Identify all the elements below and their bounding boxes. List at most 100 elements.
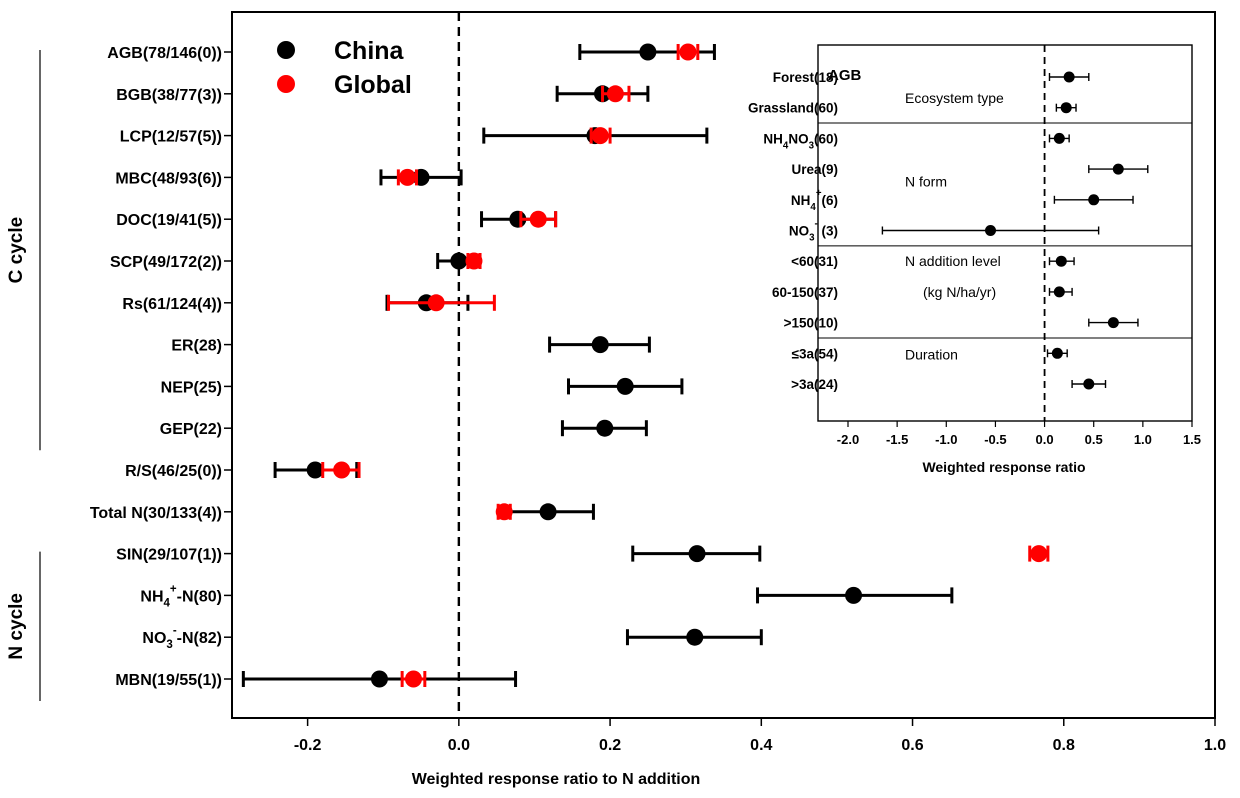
main-group-brackets: C cycle N cycle bbox=[6, 50, 41, 701]
main-global-mark-point bbox=[591, 127, 609, 145]
main-china-mark-point bbox=[688, 545, 706, 563]
main-category-labels: AGB(78/146(0)) BGB(38/77(3)) LCP(12/57(5))… bbox=[90, 45, 232, 689]
main-category-label: DOC(19/41(5)) bbox=[116, 212, 222, 229]
inset-category-label: 60-150(37) bbox=[772, 285, 838, 300]
main-chart: -0.2 0.0 0.2 0.4 0.6 0.8 1.0 Weighted response… bbox=[6, 11, 1226, 788]
main-category-label: SIN(29/107(1)) bbox=[116, 547, 222, 564]
main-x-tick-label: 0.0 bbox=[448, 737, 470, 754]
inset-data-marks bbox=[881, 45, 1149, 421]
inset-sections: Ecosystem type N form N addition level (kg … bbox=[818, 90, 1192, 362]
legend-marker-china bbox=[277, 41, 295, 59]
inset-chart: AGB -2.0 -1.5 -1.0 -0.5 0.0 0.5 1.0 1.5 Weighte… bbox=[748, 44, 1201, 475]
main-category-label: R/S(46/25(0)) bbox=[125, 463, 222, 480]
main-x-axis-label: Weighted response ratio to N addition bbox=[412, 771, 701, 788]
main-category-label: MBN(19/55(1)) bbox=[115, 672, 222, 689]
main-global-mark-point bbox=[679, 43, 697, 61]
inset-category-label-sub: 4 bbox=[810, 202, 816, 213]
inset-china-mark-point bbox=[1088, 194, 1100, 206]
main-x-tick-label: 0.6 bbox=[901, 737, 923, 754]
inset-background bbox=[818, 45, 1192, 421]
inset-section-label: Duration bbox=[905, 346, 958, 362]
inset-section-label: Ecosystem type bbox=[905, 90, 1004, 106]
main-global-mark-point bbox=[495, 503, 513, 521]
main-china-mark-point bbox=[616, 377, 634, 395]
main-category-label: AGB(78/146(0)) bbox=[107, 45, 222, 62]
inset-x-tick-label: -2.0 bbox=[837, 432, 859, 447]
main-china-mark-point bbox=[596, 419, 614, 437]
main-category-label: ER(28) bbox=[171, 338, 222, 355]
inset-x-axis: -2.0 -1.5 -1.0 -0.5 0.0 0.5 1.0 1.5 bbox=[837, 421, 1201, 447]
main-china-mark-point bbox=[845, 586, 863, 604]
main-category-label: Total N(30/133(4)) bbox=[90, 505, 222, 522]
inset-section-label: N form bbox=[905, 173, 947, 189]
main-category-label: BGB(38/77(3)) bbox=[116, 87, 222, 104]
inset-title: AGB bbox=[828, 67, 862, 84]
inset-section-sublabel: (kg N/ha/yr) bbox=[923, 284, 996, 300]
main-china-mark-point bbox=[450, 252, 468, 270]
main-x-tick-label: 0.8 bbox=[1053, 737, 1075, 754]
main-category-label: LCP(12/57(5)) bbox=[120, 129, 222, 146]
main-global-mark-point bbox=[1030, 545, 1048, 563]
inset-china-mark-point bbox=[1060, 102, 1072, 114]
inset-x-axis-label: Weighted response ratio bbox=[922, 459, 1085, 475]
main-category-label-sup: - bbox=[173, 625, 177, 637]
main-category-label: MBC(48/93(6)) bbox=[115, 170, 222, 187]
inset-category-label-sub: 4 bbox=[783, 140, 789, 151]
inset-category-label-rest: (6) bbox=[822, 193, 839, 208]
main-global-mark-point bbox=[427, 294, 445, 312]
inset-china-mark-point bbox=[1083, 378, 1095, 390]
main-category-label: NH4 +-N(80) bbox=[140, 583, 222, 609]
main-x-axis: -0.2 0.0 0.2 0.4 0.6 0.8 1.0 bbox=[294, 718, 1226, 754]
main-x-tick-label: 0.2 bbox=[599, 737, 621, 754]
main-category-label-rest: -N(80) bbox=[177, 588, 222, 605]
inset-plot-frame bbox=[817, 44, 1193, 422]
main-category-label-rest: -N(82) bbox=[177, 630, 222, 647]
legend-label-global: Global bbox=[334, 71, 412, 99]
inset-category-label: Forest(18) bbox=[773, 70, 838, 85]
inset-x-tick-label: -1.5 bbox=[886, 432, 908, 447]
inset-category-label-base: NH bbox=[791, 193, 811, 208]
inset-china-mark-point bbox=[1063, 71, 1075, 83]
main-category-label: SCP(49/172(2)) bbox=[110, 254, 222, 271]
main-china-mark-point bbox=[306, 461, 324, 479]
main-group-label: N cycle bbox=[6, 593, 27, 660]
inset-category-label-sub: 3 bbox=[809, 233, 815, 244]
legend-marker-global bbox=[277, 75, 295, 93]
inset-category-label: >150(10) bbox=[784, 316, 838, 331]
main-category-label: Rs(61/124(4)) bbox=[122, 296, 222, 313]
inset-category-label: ≤3a(54) bbox=[792, 346, 838, 361]
inset-china-mark-point bbox=[1055, 255, 1067, 267]
main-china-mark-point bbox=[639, 43, 657, 61]
main-global-mark-point bbox=[465, 252, 483, 270]
main-category-label: GEP(22) bbox=[160, 421, 222, 438]
inset-china-mark-point bbox=[985, 225, 997, 236]
main-china-mark-point bbox=[539, 503, 557, 521]
main-global-mark-point bbox=[529, 210, 547, 228]
main-global-mark-point bbox=[404, 670, 422, 688]
main-x-tick-label: -0.2 bbox=[294, 737, 322, 754]
main-data-marks bbox=[241, 12, 1050, 718]
inset-category-label: Urea(9) bbox=[791, 162, 838, 177]
main-x-tick-label: 1.0 bbox=[1204, 737, 1226, 754]
main-global-mark-point bbox=[606, 85, 624, 103]
main-category-label-sup: + bbox=[170, 583, 177, 595]
inset-category-label: >3a(24) bbox=[791, 377, 838, 392]
inset-china-mark-point bbox=[1053, 132, 1065, 144]
inset-section-label: N addition level bbox=[905, 253, 1001, 269]
inset-x-tick-label: -0.5 bbox=[984, 432, 1006, 447]
main-category-label: NEP(25) bbox=[161, 379, 222, 396]
main-category-label-base: NO bbox=[142, 630, 166, 647]
main-category-label: NO3--N(82) bbox=[142, 625, 222, 651]
inset-category-label-sub2: 3 bbox=[809, 140, 815, 151]
main-global-mark-point bbox=[398, 168, 416, 186]
inset-category-label-base: NH bbox=[763, 131, 783, 146]
main-category-label-sub: 4 bbox=[164, 597, 171, 609]
main-china-mark-point bbox=[591, 336, 609, 354]
inset-category-label-base: NO bbox=[789, 224, 809, 239]
inset-category-label-rest: NO bbox=[788, 131, 808, 146]
inset-x-tick-label: 1.5 bbox=[1183, 432, 1201, 447]
inset-china-mark-point bbox=[1053, 286, 1065, 298]
inset-category-label-sup: - bbox=[815, 219, 818, 230]
inset-category-label: Grassland(60) bbox=[748, 101, 838, 116]
